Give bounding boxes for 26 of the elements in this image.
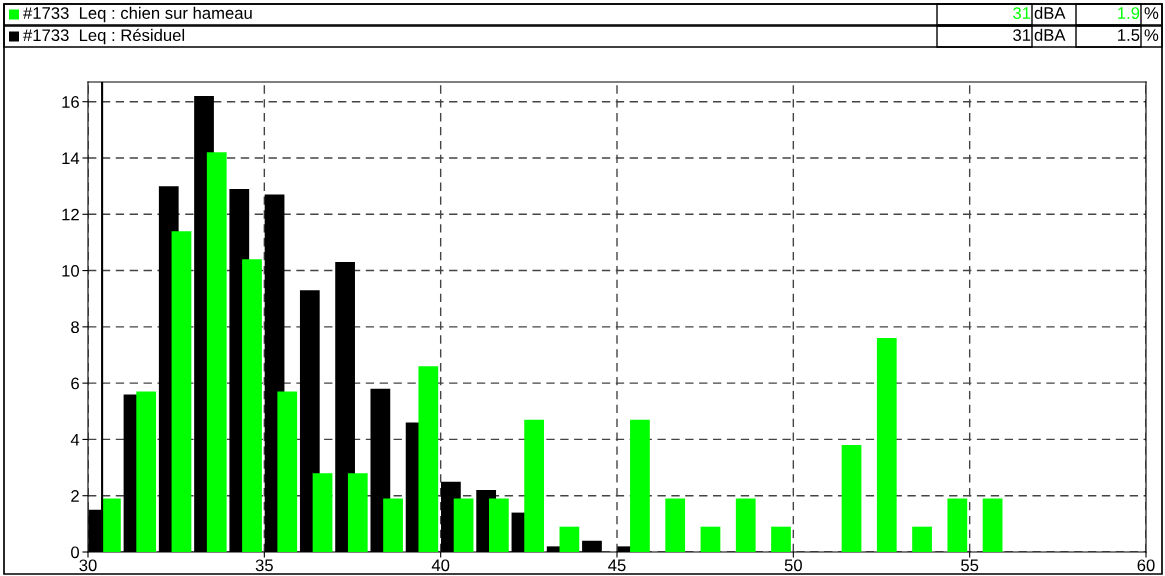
x-tick-label: 55 xyxy=(961,559,979,572)
y-tick-label: 12 xyxy=(62,208,79,221)
y-tick-label: 10 xyxy=(62,264,80,277)
legend-label: #1733 Leq : Résiduel xyxy=(23,28,185,45)
x-tick-label: 50 xyxy=(784,559,802,572)
x-tick-label: 40 xyxy=(431,559,450,572)
y-tick-label: 0 xyxy=(71,546,80,559)
text: 1.9 xyxy=(1118,7,1140,19)
y-tick-label: 2 xyxy=(71,490,79,502)
text: 31 xyxy=(1013,7,1031,19)
x-tick-label: 35 xyxy=(255,559,273,572)
y-tick-label: 8 xyxy=(71,321,79,334)
x-tick-label: 30 xyxy=(79,559,97,572)
y-tick-label: 6 xyxy=(71,377,79,390)
text: % xyxy=(1144,29,1159,41)
x-tick-label: 45 xyxy=(608,559,626,572)
legend-label: #1733 Leq : chien sur hameau xyxy=(23,6,252,23)
text: dBA xyxy=(1034,6,1066,19)
text: % xyxy=(1144,7,1159,19)
y-tick-label: 16 xyxy=(62,96,79,108)
y-tick-label: 14 xyxy=(62,152,80,165)
text: 1.5 xyxy=(1118,29,1140,41)
text: 31 xyxy=(1013,29,1031,41)
y-tick-label: 4 xyxy=(70,434,80,446)
text: dBA xyxy=(1034,28,1066,41)
x-tick-label: 60 xyxy=(1137,559,1155,572)
